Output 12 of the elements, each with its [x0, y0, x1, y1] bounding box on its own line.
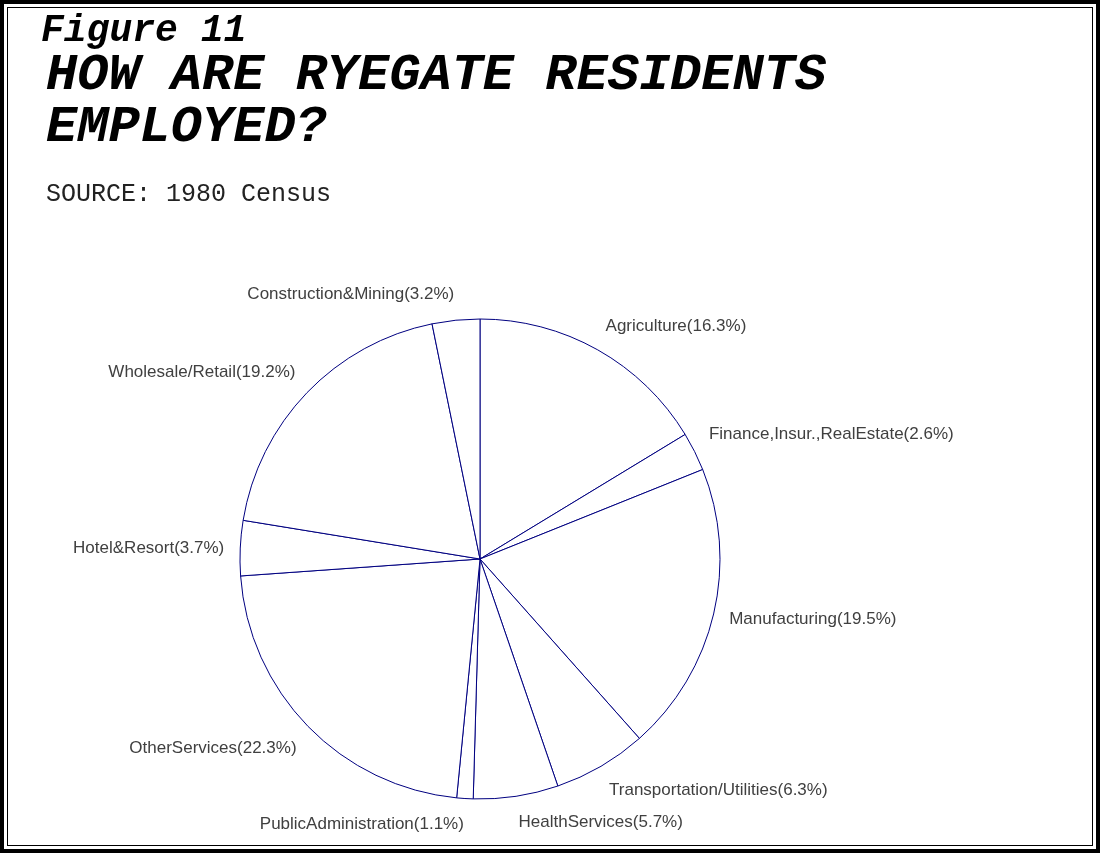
slice-label: HealthServices(5.7%)	[518, 812, 683, 832]
slice-label: Finance,Insur.,RealEstate(2.6%)	[708, 424, 954, 444]
slice-label: Transportation/Utilities(6.3%)	[609, 780, 828, 800]
caption: Figure 11	[41, 9, 247, 52]
slice-label: Wholesale/Retail(19.2%)	[108, 361, 296, 381]
slice-label: Hotel&Resort(3.7%)	[73, 538, 225, 558]
slice-label: PublicAdministration(1.1%)	[259, 814, 464, 834]
slice-label: OtherServices(22.3%)	[129, 737, 297, 757]
slice-label: Manufacturing(19.5%)	[729, 608, 897, 628]
slice-label: Construction&Mining(3.2%)	[247, 284, 455, 304]
source-note: SOURCE: 1980 Census	[46, 180, 332, 210]
slice-label: Agriculture(16.3%)	[605, 315, 747, 335]
